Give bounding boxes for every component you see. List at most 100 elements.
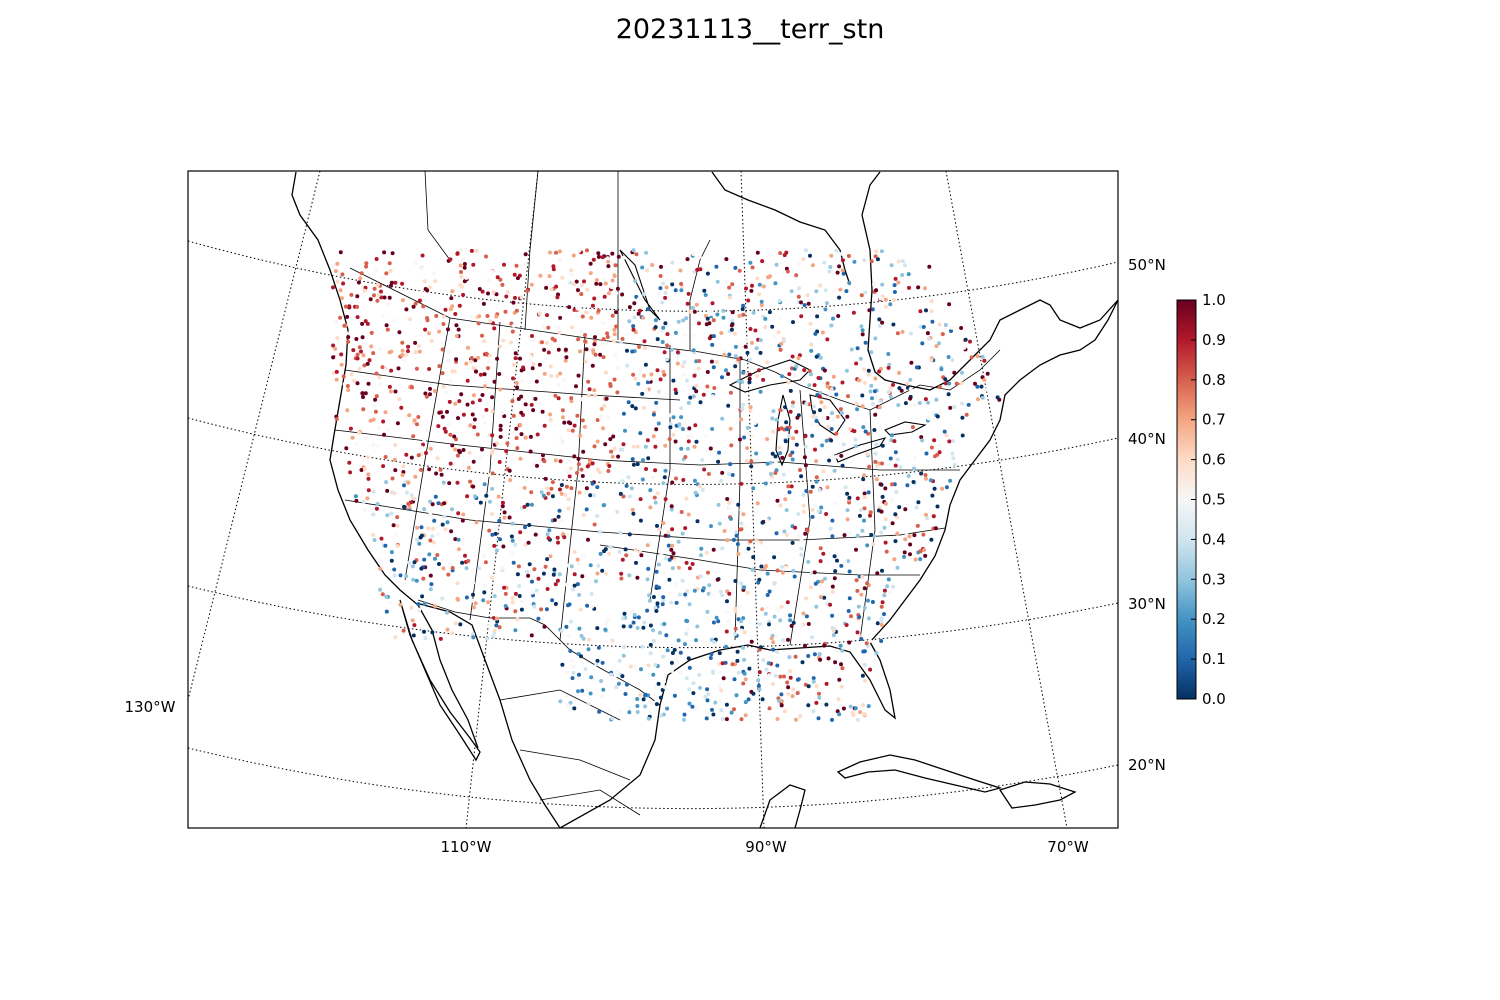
station-marker [717, 661, 722, 666]
station-marker [481, 598, 486, 603]
station-marker [653, 605, 658, 610]
station-marker [456, 547, 461, 552]
station-marker [445, 610, 449, 615]
station-marker [503, 309, 508, 314]
station-marker [685, 301, 690, 306]
station-marker [779, 699, 784, 704]
station-marker [836, 697, 841, 702]
station-marker [902, 550, 907, 555]
station-marker [614, 685, 619, 690]
station-marker [514, 381, 519, 385]
station-marker [658, 630, 662, 635]
station-marker [592, 342, 597, 347]
station-marker [799, 552, 804, 557]
station-marker [843, 559, 848, 564]
station-marker [926, 336, 931, 341]
station-marker [813, 331, 818, 336]
station-marker [895, 331, 900, 336]
station-marker [453, 537, 458, 542]
station-marker [470, 412, 475, 417]
station-marker [431, 271, 436, 276]
station-marker [513, 628, 518, 633]
station-marker [579, 397, 584, 402]
station-marker [651, 628, 655, 633]
station-marker [606, 259, 611, 264]
station-marker [342, 382, 347, 387]
station-marker [628, 624, 633, 629]
station-marker [516, 564, 521, 569]
station-marker [687, 566, 692, 571]
meridian-70w [945, 171, 1068, 828]
station-marker [730, 310, 735, 315]
station-marker [491, 290, 496, 295]
station-marker [787, 490, 792, 495]
station-marker [419, 445, 424, 450]
station-marker [610, 454, 615, 459]
station-marker [793, 525, 798, 530]
station-marker [365, 496, 370, 501]
station-marker [980, 354, 985, 359]
station-marker [736, 357, 741, 362]
state-line-8 [344, 369, 681, 401]
station-marker [423, 327, 428, 332]
station-marker [459, 270, 463, 274]
station-marker [931, 514, 936, 519]
station-marker [520, 378, 525, 383]
station-marker [714, 615, 719, 620]
station-marker [490, 409, 495, 414]
station-marker [855, 717, 860, 722]
station-marker [739, 581, 744, 586]
station-marker [729, 323, 734, 328]
station-marker [866, 490, 871, 495]
station-marker [478, 372, 483, 377]
station-marker [916, 500, 921, 505]
station-marker [674, 600, 679, 605]
station-marker [710, 301, 715, 306]
station-marker [574, 279, 579, 284]
station-marker [814, 700, 819, 705]
station-marker [801, 257, 806, 262]
map-frame [187, 170, 1119, 829]
station-marker [727, 500, 732, 505]
station-marker [447, 422, 452, 427]
station-marker [839, 563, 844, 568]
station-marker [692, 444, 697, 449]
station-marker [651, 412, 656, 417]
station-marker [542, 459, 547, 464]
station-marker [645, 608, 650, 613]
station-marker [923, 553, 928, 558]
colorbar-tick-label: 0.9 [1202, 331, 1226, 349]
station-marker [722, 529, 727, 533]
station-marker [818, 559, 823, 564]
station-marker [789, 366, 794, 371]
station-marker [721, 676, 726, 681]
station-marker [498, 277, 503, 282]
parallel-50n [188, 240, 1118, 312]
station-marker [804, 614, 809, 619]
station-marker [813, 581, 818, 586]
station-marker [611, 434, 616, 439]
station-marker [683, 333, 687, 337]
station-marker [427, 285, 432, 290]
station-marker [790, 404, 795, 409]
station-marker [851, 713, 856, 718]
station-marker [695, 624, 700, 629]
station-marker [425, 316, 430, 321]
station-marker [719, 331, 724, 335]
station-marker [786, 692, 791, 696]
station-marker [477, 314, 482, 319]
station-marker [688, 309, 693, 314]
station-marker [457, 448, 461, 453]
station-marker [659, 551, 664, 556]
station-marker [812, 570, 817, 575]
station-marker [856, 604, 861, 609]
station-marker [565, 563, 570, 568]
station-marker [886, 365, 891, 370]
station-marker [633, 664, 638, 669]
station-marker [664, 285, 669, 290]
station-marker [847, 569, 852, 574]
station-marker [653, 662, 658, 667]
station-marker [696, 366, 701, 371]
station-marker [615, 670, 620, 675]
